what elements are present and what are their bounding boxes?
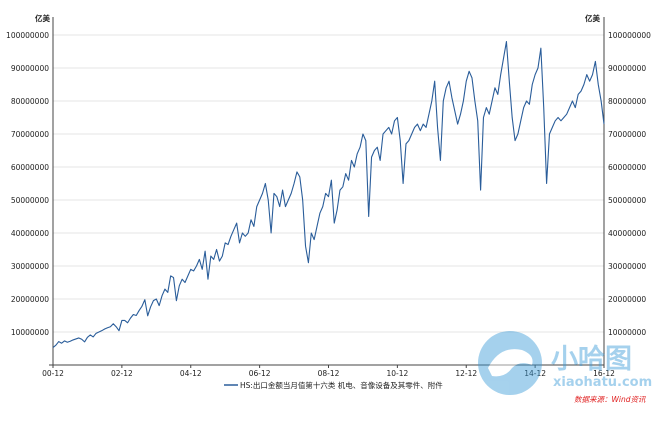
y-tick-label-right: 80000000 [608,97,646,106]
watermark-fish-icon [488,349,533,377]
watermark-brand-en: xiaohatu.com [553,375,652,390]
left-unit-label: 亿美 [35,13,50,23]
x-tick-label: 06-12 [249,369,271,378]
y-tick-label-right: 10000000 [608,328,646,337]
watermark: 小哈图 xiaohatu.com [478,331,652,395]
x-tick-label: 02-12 [111,369,133,378]
x-tick-label: 04-12 [180,369,202,378]
x-tick-label: 12-12 [455,369,477,378]
y-tick-label-left: 30000000 [11,262,49,271]
grid-lines [53,34,604,333]
x-tick-label: 10-12 [386,369,408,378]
y-tick-label-left: 50000000 [11,196,49,205]
y-tick-label-left: 10000000 [11,328,49,337]
x-tick-label: 08-12 [318,369,340,378]
y-tick-label-left: 80000000 [11,97,49,106]
x-tick-label: 14-12 [524,369,546,378]
y-tick-label-left: 90000000 [11,64,49,73]
x-tick-label: 16-12 [593,369,615,378]
y-tick-label-left: 40000000 [11,229,49,238]
series-group [52,41,605,348]
y-tick-label-right: 60000000 [608,163,646,172]
y-tick-label-right: 40000000 [608,229,646,238]
y-tick-label-right: 70000000 [608,130,646,139]
y-tick-label-left: 100000000 [6,31,49,40]
series-line [52,41,605,348]
y-tick-label-left: 70000000 [11,130,49,139]
watermark-logo-icon [478,331,542,395]
right-y-tick-labels: 10000000 20000000 30000000 40000000 50000000… [608,31,651,337]
y-tick-label-right: 50000000 [608,196,646,205]
y-tick-label-right: 30000000 [608,262,646,271]
legend: HS:出口金额当月值第十六类 机电、音像设备及其零件、附件 [224,380,443,390]
legend-label: HS:出口金额当月值第十六类 机电、音像设备及其零件、附件 [240,380,443,390]
right-unit-label: 亿美 [585,13,600,23]
x-tick-label: 00-12 [42,369,64,378]
left-y-tick-labels: 10000000 20000000 30000000 40000000 50000000… [6,31,49,337]
y-tick-label-right: 20000000 [608,295,646,304]
y-tick-label-left: 60000000 [11,163,49,172]
y-tick-label-left: 20000000 [11,295,49,304]
source-note: 数据来源：Wind资讯 [574,395,646,404]
y-tick-label-right: 90000000 [608,64,646,73]
watermark-brand-cn: 小哈图 [551,344,632,375]
x-tick-labels: 00-12 02-12 04-12 06-12 08-12 10-12 12-12 14-12… [42,365,615,378]
y-tick-label-right: 100000000 [608,31,651,40]
